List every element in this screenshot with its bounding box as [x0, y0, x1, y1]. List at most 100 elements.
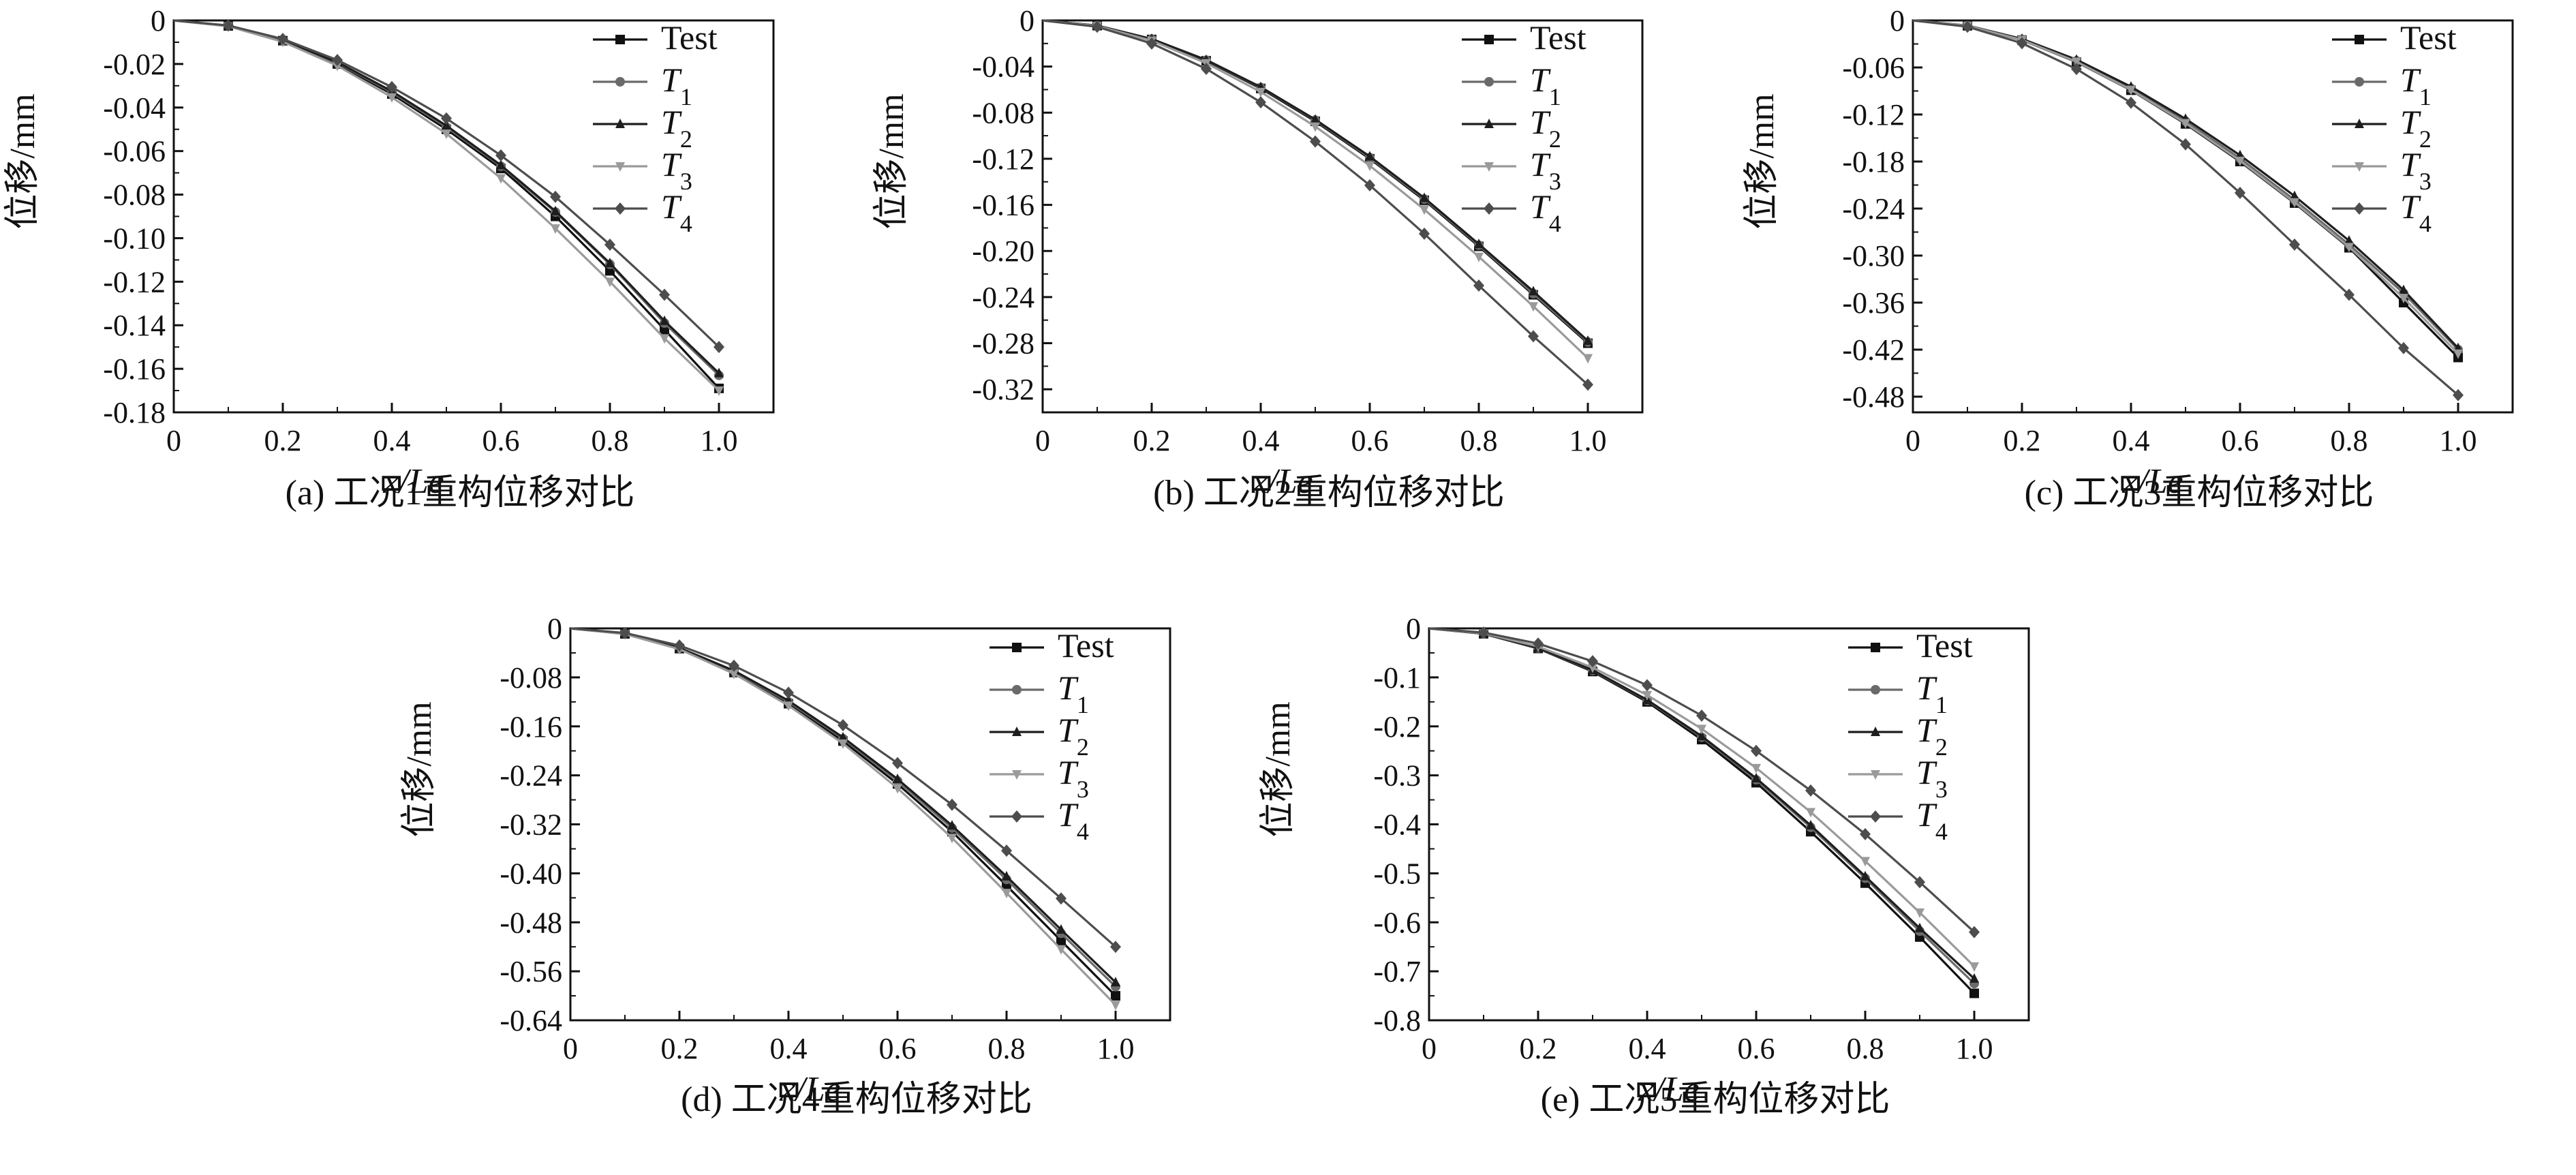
y-tick-label: -0.08 [972, 96, 1034, 129]
data-point [619, 626, 630, 639]
legend-marker [615, 162, 625, 172]
data-point [784, 701, 793, 712]
y-axis-title: 位移/mm [872, 93, 911, 229]
data-point [441, 112, 452, 125]
legend-label: T2 [1916, 711, 1948, 761]
data-point [660, 324, 669, 335]
legend-marker [615, 77, 625, 87]
data-point [1528, 330, 1539, 343]
chart-caption: (b) 工况2重构位移对比 [1153, 474, 1505, 513]
legend-label: T3 [1916, 753, 1948, 803]
data-point [714, 386, 724, 397]
data-point [947, 834, 957, 844]
y-tick-label: -0.16 [500, 710, 562, 744]
data-point [1583, 354, 1593, 364]
data-point [1696, 709, 1707, 722]
data-point [1474, 252, 1484, 262]
chart-panel-1: 0 0.2 0.4 0.6 0.8 1.0 0 -0.02 -0.04 -0.06 -0.08 -0.… [3, 4, 775, 513]
legend-marker [615, 119, 625, 128]
data-point [947, 798, 957, 811]
y-tick-label: 0 [1019, 4, 1034, 37]
data-point [605, 277, 615, 288]
y-tick-label: 0 [547, 612, 562, 645]
data-point [1915, 922, 1925, 932]
x-tick-label: 1.0 [1956, 1032, 1993, 1065]
data-point [496, 174, 506, 184]
legend-label: T3 [1530, 145, 1561, 195]
data-point [1806, 819, 1815, 829]
data-point [1310, 114, 1320, 124]
legend-label: T1 [1530, 61, 1561, 110]
legend-label: T3 [1058, 753, 1089, 803]
y-tick-label: -0.3 [1373, 759, 1421, 793]
legend-label: T2 [661, 103, 692, 153]
x-tick-label: 1.0 [1097, 1032, 1135, 1065]
data-point [1420, 205, 1429, 215]
x-tick-label: 0.4 [2113, 424, 2150, 457]
data-point [2344, 243, 2354, 253]
legend-marker [2355, 162, 2364, 172]
legend-marker [1484, 202, 1494, 215]
x-tick-label: 1.0 [701, 424, 738, 457]
y-tick-label: -0.06 [103, 135, 166, 168]
x-axis-title: x/Le [1251, 462, 1313, 501]
legend-marker [1012, 727, 1022, 736]
data-point [277, 33, 288, 46]
data-point [386, 80, 397, 93]
data-point [947, 820, 957, 830]
legend-marker [615, 35, 625, 44]
x-tick-label: 0.6 [1738, 1032, 1775, 1065]
x-tick-label: 0 [1035, 424, 1050, 457]
data-point [838, 739, 848, 749]
y-tick-label: -0.20 [972, 234, 1034, 268]
data-point [1310, 122, 1320, 132]
y-tick-label: -0.64 [500, 1004, 562, 1037]
y-tick-label: -0.24 [500, 759, 562, 793]
legend-marker [1484, 35, 1494, 44]
x-tick-label: 0.6 [482, 424, 520, 457]
legend-marker [2355, 35, 2364, 44]
legend-label: T1 [661, 61, 692, 110]
data-point [2180, 138, 2191, 151]
x-axis-title: x/Le [779, 1070, 841, 1109]
data-point [2344, 288, 2355, 301]
data-point [2453, 349, 2463, 359]
legend-marker [1871, 643, 1880, 652]
data-point [1092, 20, 1103, 33]
x-tick-label: 0.2 [1520, 1032, 1557, 1065]
data-point [551, 205, 560, 215]
legend-marker [1484, 119, 1494, 128]
x-tick-label: 0 [166, 424, 181, 457]
y-tick-label: -0.06 [1842, 51, 1905, 85]
x-tick-label: 0 [563, 1032, 578, 1065]
data-point [1582, 378, 1593, 391]
chart-caption: (e) 工况5重构位移对比 [1541, 1080, 1890, 1119]
x-tick-label: 1.0 [2440, 424, 2477, 457]
data-point [1533, 637, 1544, 650]
y-axis-title: 位移/mm [400, 701, 439, 837]
data-point [223, 19, 234, 32]
data-point [1111, 1001, 1120, 1011]
data-point [495, 149, 506, 162]
y-tick-label: -0.04 [972, 50, 1034, 84]
x-axis-title: x/Le [382, 462, 444, 501]
data-point [604, 239, 615, 251]
data-point [659, 288, 670, 301]
data-point [333, 61, 342, 72]
legend-marker [1484, 77, 1494, 87]
series-t4 [1912, 19, 2464, 401]
data-point [1642, 690, 1652, 701]
data-point [729, 669, 739, 680]
series-t4 [173, 19, 724, 354]
data-point [714, 367, 724, 378]
data-point [2453, 388, 2464, 401]
y-tick-label: -0.56 [500, 955, 562, 988]
x-tick-label: 0.2 [1133, 424, 1171, 457]
data-point [1969, 926, 1980, 939]
series-t4 [1428, 626, 1980, 939]
chart-caption: (a) 工况1重构位移对比 [286, 474, 635, 513]
x-tick-label: 0.4 [770, 1032, 808, 1065]
